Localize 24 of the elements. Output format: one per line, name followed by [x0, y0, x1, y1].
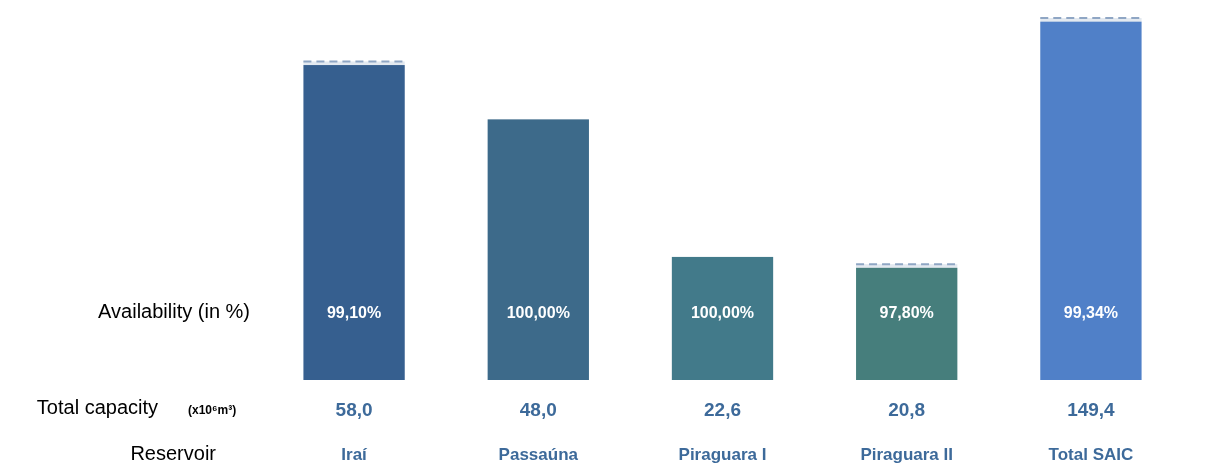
bar: [303, 65, 405, 380]
x-tick-label: Iraí: [341, 445, 369, 464]
text: Availability (in %): [98, 300, 250, 322]
text: 149,4: [1067, 399, 1116, 420]
bar: [856, 267, 958, 380]
text: Total capacity: [36, 396, 158, 418]
text: 58,0: [335, 399, 373, 420]
x-tick-label: Piraguara II: [860, 445, 954, 464]
annotation: 100,00%: [506, 304, 570, 321]
text: 20,8: [888, 399, 926, 420]
annotation: 99,10%: [326, 304, 382, 321]
x-tick-label: Piraguara I: [678, 445, 767, 464]
annotation: 99,34%: [1063, 304, 1119, 321]
x-tick-label: Total SAIC: [1048, 445, 1134, 464]
annotation: 100,00%: [690, 304, 755, 321]
bar: [1040, 21, 1142, 380]
bar: [487, 119, 589, 380]
text: (x10⁶m³): [188, 403, 237, 417]
annotation: 97,80%: [879, 304, 934, 321]
text: 22,6: [704, 399, 741, 420]
text: Reservoir: [130, 442, 217, 464]
text: 48,0: [519, 399, 557, 420]
bar: [671, 256, 774, 380]
x-tick-label: Passaúna: [498, 445, 579, 464]
